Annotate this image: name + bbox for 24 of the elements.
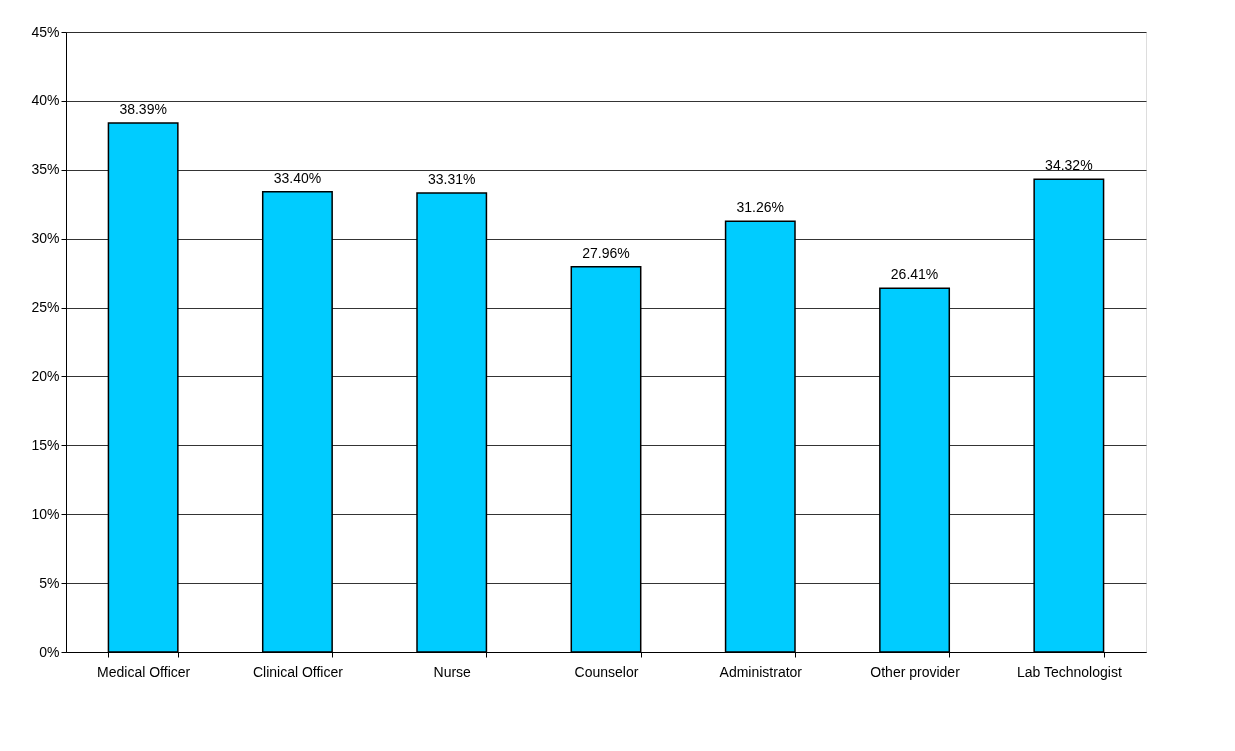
data-label: 33.40% xyxy=(273,169,322,186)
x-tick-label: Medical Officer xyxy=(97,663,191,680)
x-tick-label: Lab Technologist xyxy=(1016,663,1122,680)
y-tick-label: 0% xyxy=(39,643,60,660)
x-tick-label: Nurse xyxy=(433,663,472,680)
y-tick-label: 25% xyxy=(31,299,60,316)
y-tick-label: 35% xyxy=(31,161,60,178)
data-label: 27.96% xyxy=(582,244,630,261)
data-label: 26.41% xyxy=(890,266,939,283)
data-label: 34.32% xyxy=(1045,157,1093,174)
y-tick-label: 20% xyxy=(31,367,60,384)
data-label: 33.31% xyxy=(427,171,476,188)
y-tick-label: 45% xyxy=(31,23,60,40)
x-tick-label: Counselor xyxy=(574,663,639,680)
y-tick-label: 15% xyxy=(31,436,60,453)
x-tick-label: Other provider xyxy=(870,663,961,680)
y-tick-label: 40% xyxy=(31,92,60,109)
y-tick-label: 10% xyxy=(31,505,60,522)
data-label: 31.26% xyxy=(736,199,785,216)
y-tick-label: 30% xyxy=(31,230,60,247)
x-tick-label: Administrator xyxy=(719,663,803,680)
data-label: 38.39% xyxy=(119,101,167,118)
x-tick-label: Clinical Officer xyxy=(252,663,344,680)
y-tick-label: 5% xyxy=(39,574,60,591)
